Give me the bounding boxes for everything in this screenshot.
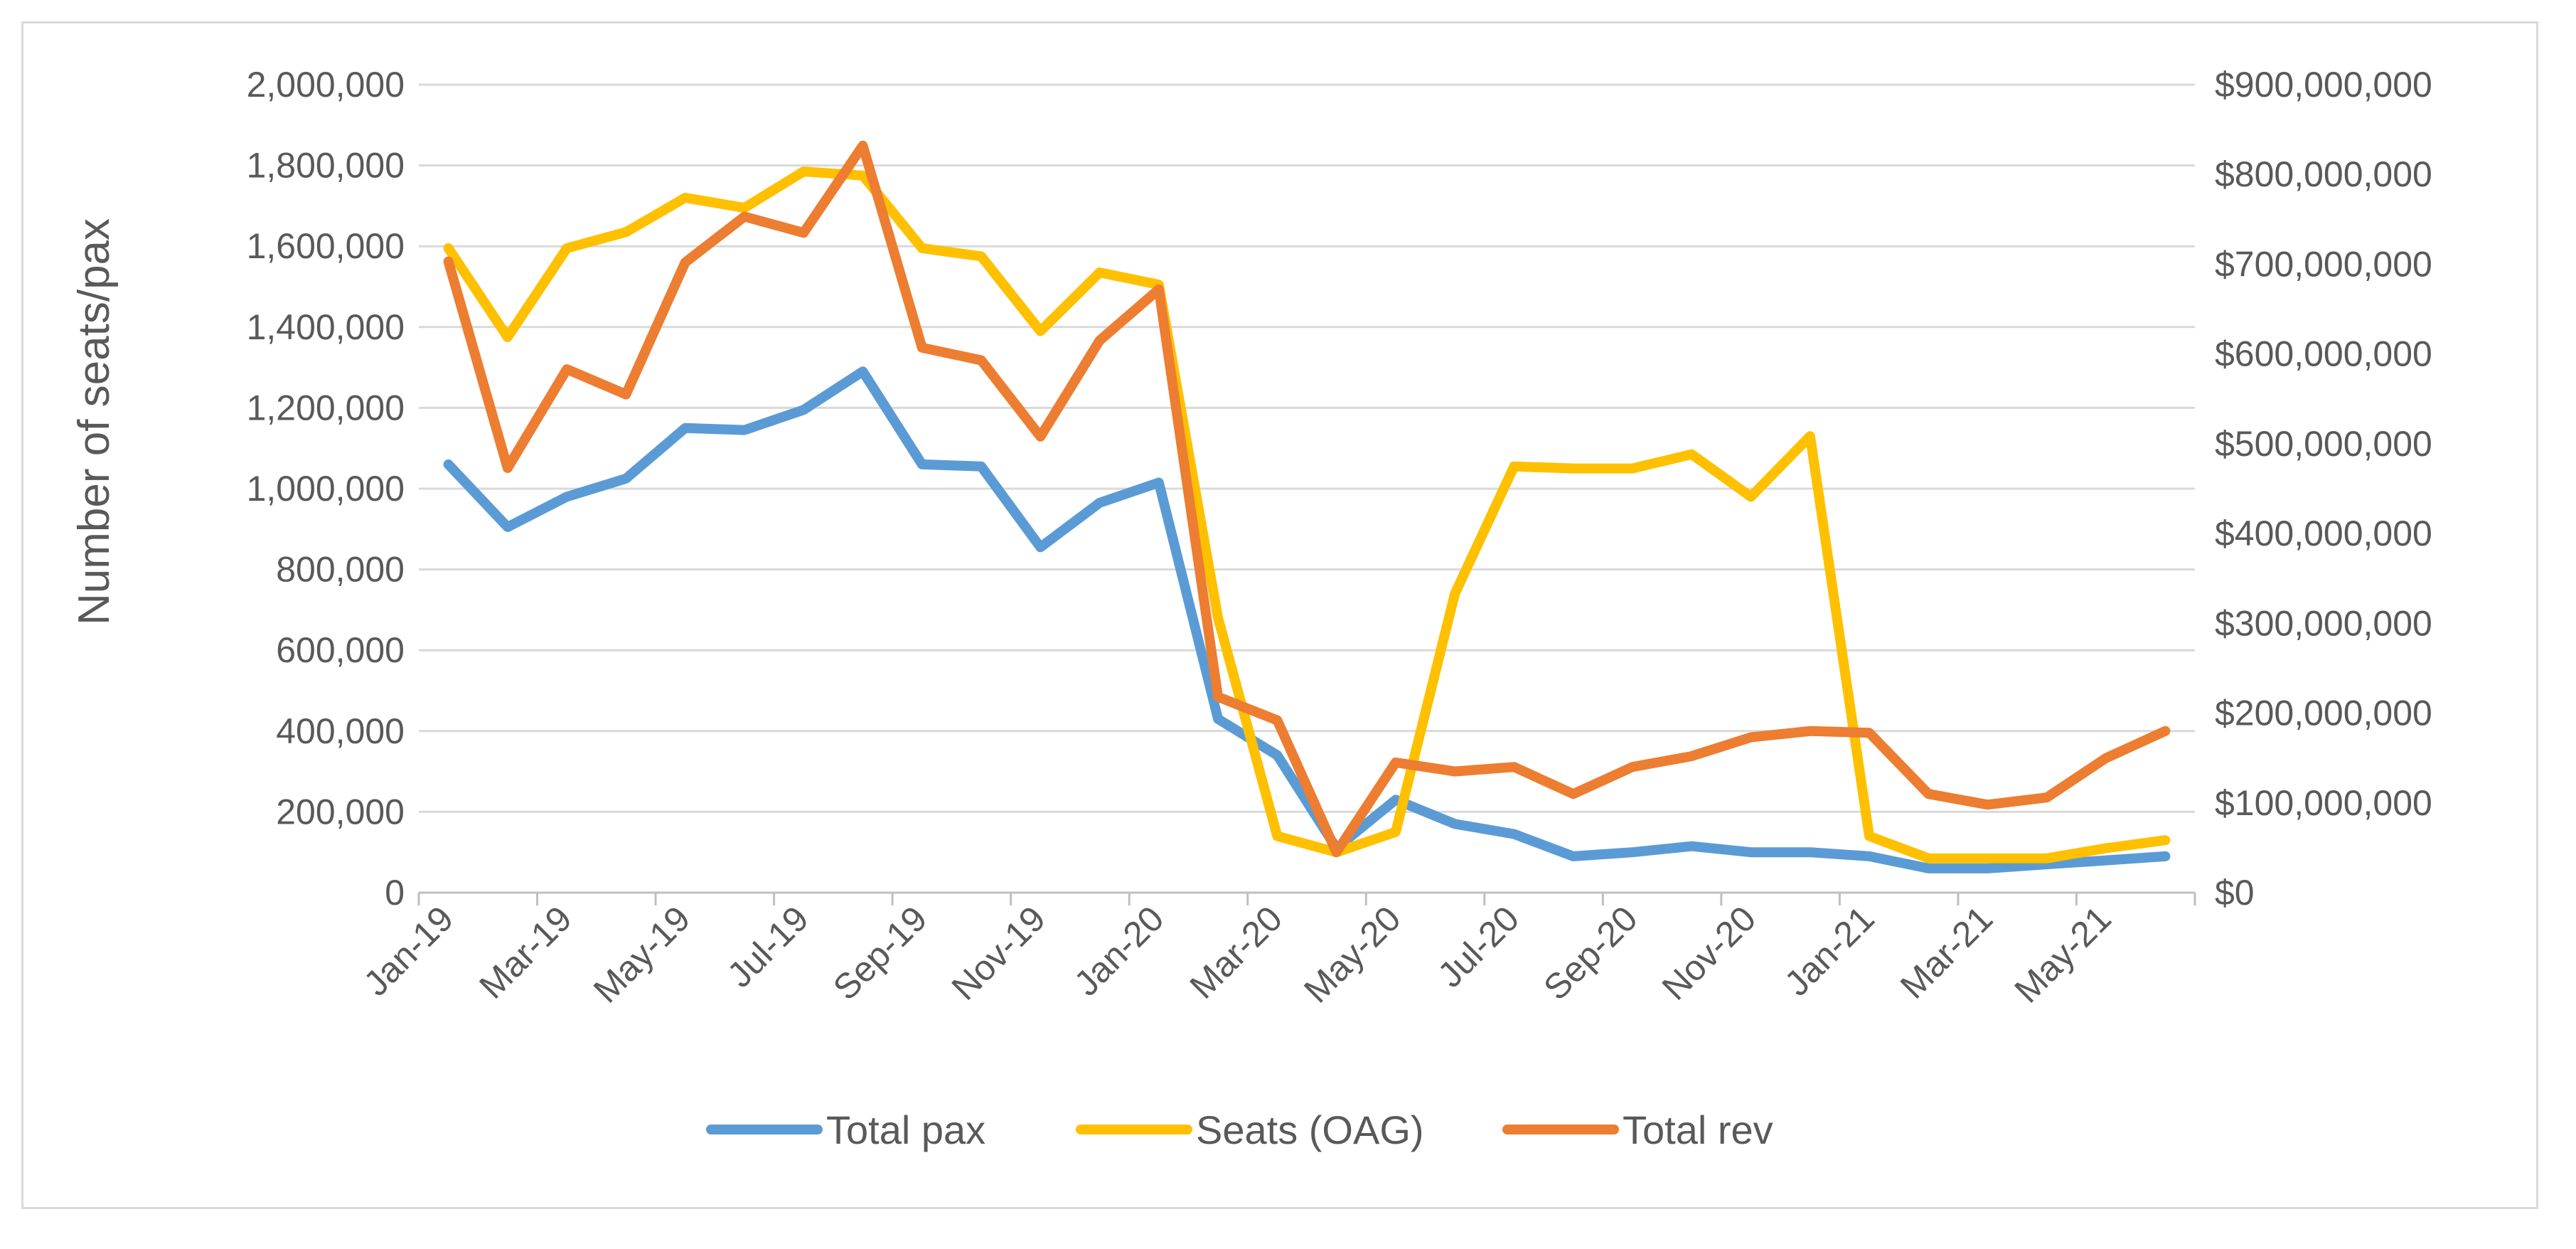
axes	[417, 891, 2196, 905]
y2-tick-label: $900,000,000	[2215, 65, 2432, 105]
y-tick-label: 1,200,000	[247, 388, 405, 427]
y2-tick-label: $100,000,000	[2215, 783, 2432, 823]
x-tick-label: Sep-20	[1536, 898, 1645, 1008]
y2-tick-label: $500,000,000	[2215, 424, 2432, 464]
y2-tick-label: $400,000,000	[2215, 514, 2432, 553]
y2-tick-label: $700,000,000	[2215, 244, 2432, 284]
y-tick-label: 1,400,000	[247, 307, 405, 347]
x-tick-label: May-21	[2006, 898, 2118, 1010]
x-tick-label: May-19	[586, 898, 698, 1010]
legend: Total pax Seats (OAG) Total rev	[706, 1107, 1773, 1152]
tick-labels: 0 200,000 400,000 600,000 800,000 1,000,000 1,…	[247, 65, 2432, 1011]
y-tick-label: 1,800,000	[247, 146, 405, 186]
y-tick-label: 200,000	[276, 792, 405, 831]
series-lines	[443, 140, 2171, 873]
legend-label-total-rev: Total rev	[1623, 1107, 1773, 1152]
y-tick-label: 1,000,000	[247, 469, 405, 509]
series-line-total-pax	[443, 366, 2171, 873]
x-tick-label: Mar-21	[1893, 898, 2001, 1006]
x-tick-label: Jan-20	[1067, 898, 1172, 1004]
y-tick-label: 600,000	[276, 630, 405, 670]
x-tick-label: Mar-19	[471, 898, 579, 1006]
series-line-total-rev	[443, 140, 2171, 858]
legend-label-total-pax: Total pax	[826, 1107, 985, 1152]
y-tick-label: 800,000	[276, 550, 405, 590]
x-tick-label: Jul-19	[720, 898, 816, 995]
y2-tick-label: $0	[2215, 873, 2255, 913]
legend-label-seats-oag: Seats (OAG)	[1196, 1107, 1424, 1152]
y-tick-label: 400,000	[276, 711, 405, 751]
x-tick-label: Jul-20	[1430, 898, 1527, 995]
y-tick-label: 1,600,000	[247, 226, 405, 266]
y-tick-label: 2,000,000	[247, 65, 405, 105]
y2-tick-label: $600,000,000	[2215, 334, 2432, 374]
y2-tick-label: $200,000,000	[2215, 693, 2432, 733]
y-tick-label: 0	[385, 873, 405, 913]
y2-tick-label: $800,000,000	[2215, 154, 2432, 194]
x-tick-label: Nov-20	[1655, 898, 1764, 1008]
x-tick-label: Mar-20	[1182, 898, 1290, 1006]
series-line-seats-oag	[443, 166, 2171, 863]
gridlines	[419, 83, 2195, 813]
y2-tick-label: $300,000,000	[2215, 603, 2432, 643]
chart-frame: 0 200,000 400,000 600,000 800,000 1,000,000 1,…	[21, 21, 2538, 1209]
y-axis-title: Number of seats/pax	[70, 218, 119, 625]
line-chart: 0 200,000 400,000 600,000 800,000 1,000,000 1,…	[70, 65, 2432, 1152]
x-tick-label: Sep-19	[825, 898, 935, 1008]
x-tick-label: Jan-19	[356, 898, 461, 1004]
x-tick-label: Nov-19	[944, 898, 1054, 1008]
x-tick-label: May-20	[1296, 898, 1408, 1010]
x-tick-label: Jan-21	[1777, 898, 1882, 1004]
